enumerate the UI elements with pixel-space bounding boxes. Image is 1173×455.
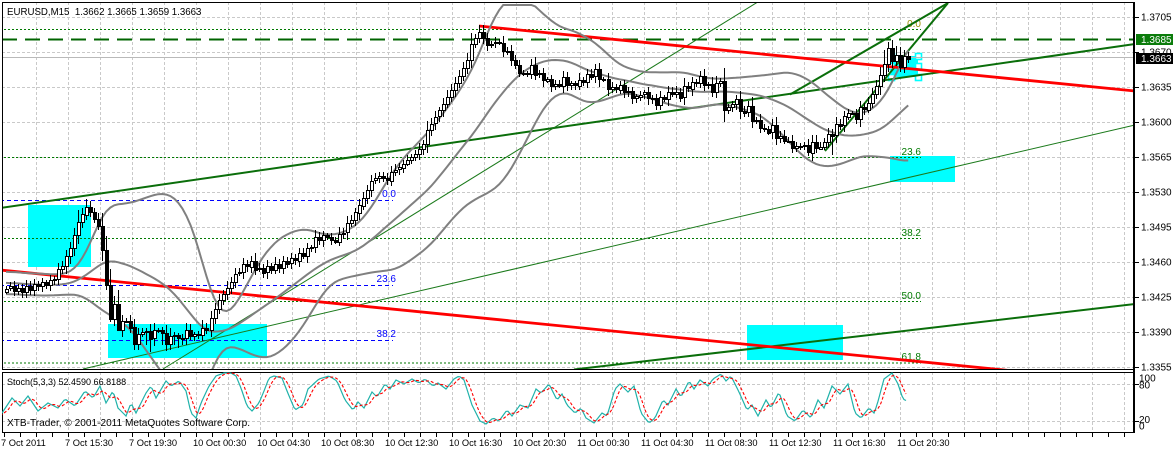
svg-text:80: 80 (1139, 381, 1151, 392)
svg-text:1.3663: 1.3663 (1141, 54, 1172, 65)
svg-text:0: 0 (1139, 422, 1145, 433)
svg-text:10 Oct 00:30: 10 Oct 00:30 (193, 438, 246, 448)
svg-text:1.3685: 1.3685 (1141, 35, 1172, 46)
svg-text:38.2: 38.2 (377, 329, 397, 340)
svg-text:0.0: 0.0 (382, 189, 396, 200)
svg-text:23.6: 23.6 (377, 274, 397, 285)
svg-text:7 Oct 2011: 7 Oct 2011 (1, 438, 46, 448)
svg-text:1.3355: 1.3355 (1141, 363, 1172, 374)
svg-text:10 Oct 20:30: 10 Oct 20:30 (513, 438, 566, 448)
svg-text:11 Oct 20:30: 11 Oct 20:30 (897, 438, 950, 448)
svg-text:1.3635: 1.3635 (1141, 83, 1172, 94)
svg-text:61.8: 61.8 (902, 352, 922, 363)
svg-text:38.2: 38.2 (902, 228, 922, 239)
svg-text:EURUSD,M15 1.3662 1.3665 1.36: EURUSD,M15 1.3662 1.3665 1.3659 1.3663 (7, 7, 201, 18)
svg-text:7 Oct 19:30: 7 Oct 19:30 (129, 438, 177, 448)
svg-text:23.6: 23.6 (902, 147, 922, 158)
svg-text:1.3460: 1.3460 (1141, 258, 1172, 269)
svg-text:0.0: 0.0 (907, 19, 921, 30)
svg-text:11 Oct 08:30: 11 Oct 08:30 (705, 438, 758, 448)
svg-text:10 Oct 08:30: 10 Oct 08:30 (321, 438, 374, 448)
svg-text:7 Oct 15:30: 7 Oct 15:30 (65, 438, 113, 448)
svg-text:1.3600: 1.3600 (1141, 118, 1172, 129)
svg-text:1.3390: 1.3390 (1141, 328, 1172, 339)
svg-text:50.0: 50.0 (902, 291, 922, 302)
svg-text:11 Oct 04:30: 11 Oct 04:30 (641, 438, 694, 448)
svg-text:1.3530: 1.3530 (1141, 188, 1172, 199)
svg-text:100: 100 (1139, 374, 1156, 385)
svg-text:1.3495: 1.3495 (1141, 223, 1172, 234)
svg-text:10 Oct 04:30: 10 Oct 04:30 (257, 438, 310, 448)
svg-text:11 Oct 00:30: 11 Oct 00:30 (577, 438, 630, 448)
svg-text:11 Oct 12:30: 11 Oct 12:30 (769, 438, 822, 448)
svg-text:20: 20 (1139, 415, 1151, 426)
svg-text:1.3425: 1.3425 (1141, 293, 1172, 304)
svg-text:XTB-Trader, © 2001-2011 MetaQu: XTB-Trader, © 2001-2011 MetaQuotes Softw… (7, 418, 250, 429)
svg-text:11 Oct 16:30: 11 Oct 16:30 (833, 438, 886, 448)
svg-text:1.3565: 1.3565 (1141, 153, 1172, 164)
svg-text:10 Oct 12:30: 10 Oct 12:30 (385, 438, 438, 448)
svg-text:Stoch(5,3,3) 52.4590 66.8188: Stoch(5,3,3) 52.4590 66.8188 (7, 377, 126, 387)
svg-text:1.3705: 1.3705 (1141, 13, 1172, 24)
svg-text:10 Oct 16:30: 10 Oct 16:30 (449, 438, 502, 448)
